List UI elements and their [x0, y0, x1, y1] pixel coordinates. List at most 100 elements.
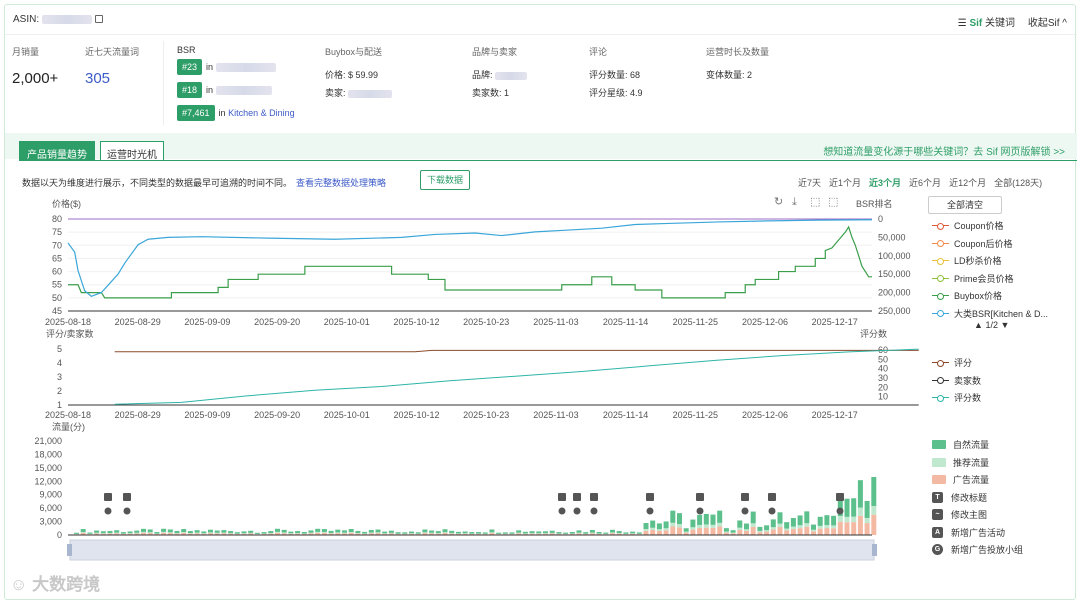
bsr-tag[interactable]: #7,461 — [177, 105, 215, 121]
event-icon: T — [932, 491, 943, 503]
legend-label: 修改主图 — [951, 510, 988, 521]
legend-item[interactable]: Buybox价格 — [932, 287, 1048, 305]
line-marker-icon — [932, 292, 949, 300]
legend-item[interactable]: 大类BSR[Kitchen & D... — [932, 305, 1048, 323]
legend-item[interactable]: 评分数 — [932, 389, 981, 407]
seller-label: 卖家: — [325, 88, 346, 98]
legend-item[interactable]: 自然流量 — [932, 436, 1023, 454]
legend-label: 广告流量 — [953, 475, 990, 486]
legend-item[interactable]: 广告流量 — [932, 471, 1023, 489]
event-icon: G — [932, 544, 943, 556]
pager[interactable]: ▲ 1/2 ▼ — [974, 320, 1009, 330]
legend-label: Coupon后价格 — [954, 238, 1013, 249]
line-marker-icon — [932, 394, 949, 402]
strategy-link[interactable]: 查看完整数据处理策略 — [296, 178, 387, 188]
seller-count-value: 1 — [504, 88, 510, 98]
variants-value: 2 — [747, 70, 753, 80]
legend-label: 卖家数 — [954, 375, 982, 386]
legend-label: 评分 — [954, 358, 973, 369]
line-marker-icon — [932, 222, 949, 230]
asin-value-blurred — [41, 14, 92, 24]
legend-reviews: 评分卖家数评分数 — [932, 354, 981, 407]
bsr-in: in — [206, 62, 214, 72]
next-icon[interactable]: ▼ — [1000, 320, 1010, 330]
category-blurred — [215, 86, 272, 96]
traffic-words: 近七天流量词 305 — [85, 45, 139, 87]
note-text: 数据以天为维度进行展示，不同类型的数据最早可追溯的时间不同。 — [22, 178, 293, 188]
tab-time-machine[interactable]: 运营时光机 — [100, 141, 164, 161]
collapse-button[interactable]: 收起Sif ^ — [1027, 18, 1067, 29]
seller-count-label: 卖家数: — [472, 88, 502, 98]
brand-blurred[interactable] — [495, 71, 528, 80]
line-marker-icon — [932, 239, 949, 248]
line-marker-icon — [932, 376, 949, 385]
brand-col: 品牌与卖家 品牌: 卖家数: 1 — [472, 45, 528, 104]
range-2[interactable]: 近3个月 — [869, 178, 902, 188]
bsr-label: BSR — [177, 45, 196, 55]
asin-row: ASIN: — [13, 14, 103, 25]
bsr-in: in — [206, 85, 214, 95]
line-marker-icon — [932, 359, 949, 367]
swatch-icon — [932, 440, 946, 450]
variants-row: 变体数量: 2 — [706, 68, 769, 81]
asin-label: ASIN: — [13, 14, 40, 25]
legend-label: 修改标题 — [951, 492, 988, 503]
legend-item[interactable]: 评分 — [932, 354, 981, 372]
data-note: 数据以天为维度进行展示，不同类型的数据最早可追溯的时间不同。 查看完整数据处理策略 — [22, 176, 386, 189]
legend-label: Prime会员价格 — [954, 273, 1014, 284]
range-5[interactable]: 全部(128天) — [994, 178, 1043, 188]
traffic-words-label: 近七天流量词 — [85, 47, 140, 57]
traffic-words-value[interactable]: 305 — [85, 70, 111, 87]
legend-item[interactable]: 卖家数 — [932, 372, 981, 390]
legend-price: Coupon价格 Coupon后价格 LD秒杀价格 Prime会员价格 Buybox价格… — [932, 217, 1048, 322]
tabs-bar: 产品销量趋势 运营时光机 想知道流量变化源于哪些关键词？去 Sif 网页版解锁 … — [5, 133, 1077, 161]
unlock-link[interactable]: 想知道流量变化源于哪些关键词？去 Sif 网页版解锁 >> — [823, 147, 1065, 158]
legend-item[interactable]: 推荐流量 — [932, 454, 1023, 472]
range-4[interactable]: 近12个月 — [949, 178, 987, 188]
legend-item[interactable]: LD秒杀价格 — [932, 252, 1048, 270]
ops-heading: 运营时长及数量 — [706, 47, 770, 57]
tab-sales-trend[interactable]: 产品销量趋势 — [19, 141, 95, 161]
legend-item[interactable]: ~ 修改主图 — [932, 506, 1023, 524]
bsr-tag[interactable]: #18 — [177, 82, 203, 98]
category-blurred — [215, 63, 276, 73]
line-marker-icon — [932, 309, 949, 318]
seller-blurred[interactable] — [348, 89, 393, 98]
legend-label: 新增广告投放小组 — [951, 545, 1024, 556]
legend-item[interactable]: Coupon后价格 — [932, 235, 1048, 253]
review-count-label: 评分数量: — [589, 70, 628, 80]
review-count-row: 评分数量: 68 — [589, 68, 643, 81]
watermark-logo: ☺ 大数跨境 — [10, 575, 101, 594]
prev-icon[interactable]: ▲ — [974, 320, 983, 330]
download-button[interactable]: 下载数据 — [420, 170, 470, 190]
legend-item[interactable]: G 新增广告投放小组 — [932, 541, 1023, 559]
ops-col: 运营时长及数量 变体数量: 2 — [706, 45, 769, 86]
sif-panel: ASIN: ☰ Sif 关键词 收起Sif ^ 月销量 2,000+ 近七天流量词… — [4, 4, 1077, 600]
legend-item[interactable]: Prime会员价格 — [932, 270, 1048, 288]
price-label: 价格: — [325, 70, 346, 80]
bsr-in: in — [218, 108, 226, 118]
brand-row: 品牌: — [472, 68, 528, 81]
bsr-rank-2: #18 in — [177, 82, 272, 98]
range-selector: 近7天 近1个月 近3个月 近6个月 近12个月 全部(128天) — [798, 176, 1050, 189]
range-1[interactable]: 近1个月 — [829, 178, 862, 188]
legend-label: 新增广告活动 — [951, 527, 1006, 538]
review-count-value: 68 — [630, 70, 641, 80]
legend-label: 推荐流量 — [953, 457, 990, 468]
copy-icon[interactable] — [94, 15, 103, 24]
legend-item[interactable]: T 修改标题 — [932, 489, 1023, 507]
buybox-col: Buybox与配送 价格: $ 59.99 卖家: — [325, 45, 393, 104]
legend-item[interactable]: A 新增广告活动 — [932, 524, 1023, 542]
seller-row: 卖家: — [325, 86, 393, 99]
bsr-rank-1: #23 in — [177, 59, 276, 75]
reviews-heading: 评论 — [589, 47, 608, 57]
legend-item[interactable]: Coupon价格 — [932, 217, 1048, 235]
range-3[interactable]: 近6个月 — [909, 178, 942, 188]
event-icon: ~ — [932, 509, 943, 521]
range-0[interactable]: 近7天 — [798, 178, 822, 188]
reviews-col: 评论 评分数量: 68 评分星级: 4.9 — [589, 45, 643, 104]
category-link[interactable]: Kitchen & Dining — [228, 108, 295, 118]
keywords-button[interactable]: ☰ Sif 关键词 — [958, 14, 1015, 29]
bsr-tag[interactable]: #23 — [177, 59, 203, 75]
clear-all-button[interactable]: 全部清空 — [928, 196, 1002, 214]
